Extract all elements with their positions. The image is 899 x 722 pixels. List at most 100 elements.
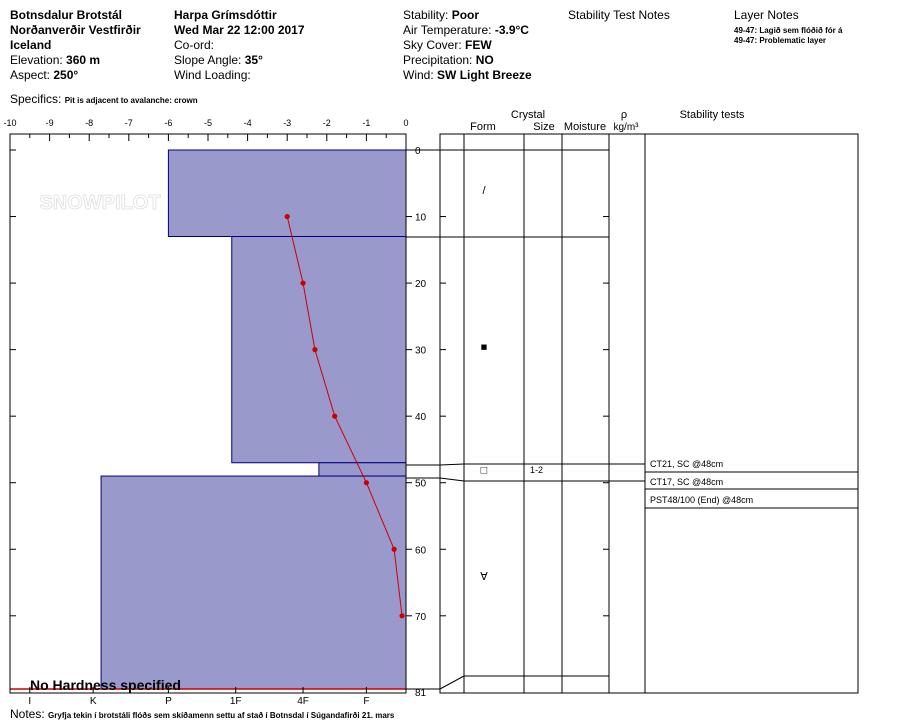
temperature-point	[332, 413, 338, 419]
grain-symbols: / ■ □ ∀	[480, 185, 488, 583]
layer-note-1: 49-47: Lagið sem flóðið fór á	[734, 26, 843, 35]
stability-test-3: PST48/100 (End) @48cm	[650, 495, 753, 505]
temp-tick-label: -3	[283, 118, 291, 128]
sky-value: FEW	[465, 38, 492, 52]
header-location: Botnsdalur Brotstál Norðanverðir Vestfir…	[10, 8, 141, 83]
notes-label: Notes:	[10, 707, 45, 721]
temperature-point	[300, 280, 306, 286]
coord-label: Co-ord:	[174, 38, 215, 52]
location-country: Iceland	[10, 38, 52, 52]
hardness-layer-1	[167, 149, 407, 238]
precip-label: Precipitation:	[403, 53, 473, 67]
temperature-point	[399, 613, 405, 619]
hardness-tick-label: I	[28, 696, 31, 705]
depth-tick-label: 10	[415, 213, 427, 224]
specifics: Specifics: Pit is adjacent to avalanche:…	[10, 92, 198, 107]
temp-tick-label: -4	[244, 118, 252, 128]
observer-name: Harpa Grímsdóttir	[174, 8, 277, 22]
hardness-tick-label: K	[90, 696, 97, 705]
temperature-point	[284, 213, 290, 220]
sky-cover: Sky Cover: FEW	[403, 38, 532, 53]
depth-tick-label: 40	[415, 412, 427, 423]
grid-frame	[439, 133, 859, 694]
grain-symbol: ∀	[480, 571, 488, 583]
size-entry: 1-2	[530, 465, 543, 475]
aspect-label: Aspect:	[10, 68, 51, 82]
temperature-point	[363, 480, 369, 486]
temperature-point	[312, 347, 318, 353]
depth-bottom-label: 81	[415, 688, 427, 699]
observation-datetime: Wed Mar 22 12:00 2017	[174, 23, 305, 37]
temp-tick-label: -2	[323, 118, 331, 128]
layer-notes: Layer Notes 49-47: Lagið sem flóðið fór …	[734, 8, 842, 46]
slope-value: 35°	[244, 53, 263, 67]
elevation-value: 360 m	[66, 53, 101, 67]
location-region: Norðanverðir Vestfirðir	[10, 23, 141, 37]
wind: Wind: SW Light Breeze	[403, 68, 532, 83]
specifics-label: Specifics:	[10, 92, 62, 106]
temp-tick-label: -7	[125, 118, 133, 128]
air-temp-label: Air Temperature:	[403, 23, 492, 37]
temp-tick-label: -10	[3, 118, 16, 128]
depth-tick-label: 50	[415, 479, 427, 490]
temp-tick-label: -5	[204, 118, 212, 128]
sky-label: Sky Cover:	[403, 38, 462, 52]
layer-note-2: 49-47: Problematic layer	[734, 36, 827, 45]
connector-line	[439, 477, 465, 482]
grid-ticks	[440, 149, 609, 617]
density-rho-header: ρ	[621, 109, 627, 121]
stability-test-notes-label: Stability Test Notes	[568, 8, 670, 22]
temp-tick-label: -1	[362, 118, 370, 128]
moisture-header: Moisture	[564, 121, 606, 133]
notes-value: Gryfja tekin í brotstáli flóðs sem skíða…	[48, 711, 395, 720]
layer-notes-label: Layer Notes	[734, 8, 799, 22]
precip-value: NO	[475, 53, 494, 67]
temp-tick-label: -8	[85, 118, 93, 128]
hardness-layer-2	[231, 236, 407, 464]
air-temperature: Air Temperature: -3.9°C	[403, 23, 532, 38]
temperature-profile	[284, 213, 405, 619]
hardness-layer-4	[100, 475, 407, 690]
slope-angle: Slope Angle: 35°	[174, 53, 305, 68]
wind-loading-label: Wind Loading:	[174, 68, 251, 82]
slope-label: Slope Angle:	[174, 53, 242, 67]
stability-label: Stability:	[403, 8, 449, 22]
hardness-layers	[10, 149, 407, 690]
grain-symbol: ■	[481, 341, 488, 353]
wind-value: SW Light Breeze	[437, 68, 532, 82]
header-conditions: Stability: Poor Air Temperature: -3.9°C …	[403, 8, 532, 83]
hardness-axis: I K P 1F 4F F	[28, 687, 369, 705]
air-temp-value: -3.9°C	[494, 23, 529, 37]
depth-tick-label: 30	[415, 346, 427, 357]
snow-profile-chart: -10 -9 -8 -7 -6 -5 -4 -3 -2 -1 0 01020304050607081…	[3, 109, 859, 705]
aspect-value: 250°	[53, 68, 79, 82]
stability: Stability: Poor	[403, 8, 532, 23]
header-observer: Harpa Grímsdóttir Wed Mar 22 12:00 2017 …	[174, 8, 305, 83]
depth-tick-label: 20	[415, 279, 427, 290]
stability-value: Poor	[451, 8, 480, 22]
temp-tick-label: -9	[46, 118, 54, 128]
elevation-label: Elevation:	[10, 53, 63, 67]
hardness-tick-label: 1F	[230, 696, 242, 705]
crystal-header: Crystal	[511, 109, 545, 121]
depth-tick-label: 70	[415, 612, 427, 623]
specifics-value: Pit is adjacent to avalanche: crown	[64, 96, 198, 105]
grain-symbol: /	[482, 185, 486, 197]
stability-test-2: CT17, SC @48cm	[650, 477, 723, 487]
hardness-tick-label: P	[165, 696, 172, 705]
aspect: Aspect: 250°	[10, 68, 141, 83]
hardness-tick-label: F	[363, 696, 369, 705]
wind-label: Wind:	[403, 68, 434, 82]
crystal-grid	[406, 133, 859, 694]
depth-tick-label: 60	[415, 545, 427, 556]
temperature-point	[391, 546, 397, 552]
notes: Notes: Gryfja tekin í brotstáli flóðs se…	[10, 707, 394, 721]
no-hardness-label: No Hardness specified	[30, 677, 181, 693]
location-name: Botnsdalur Brotstál	[10, 8, 123, 22]
depth-tick-label: 0	[415, 146, 421, 157]
connector-line	[439, 463, 465, 466]
hardness-tick-label: 4F	[297, 696, 309, 705]
form-header: Form	[470, 121, 496, 133]
stability-test-1: CT21, SC @48cm	[650, 459, 723, 469]
precipitation: Precipitation: NO	[403, 53, 532, 68]
